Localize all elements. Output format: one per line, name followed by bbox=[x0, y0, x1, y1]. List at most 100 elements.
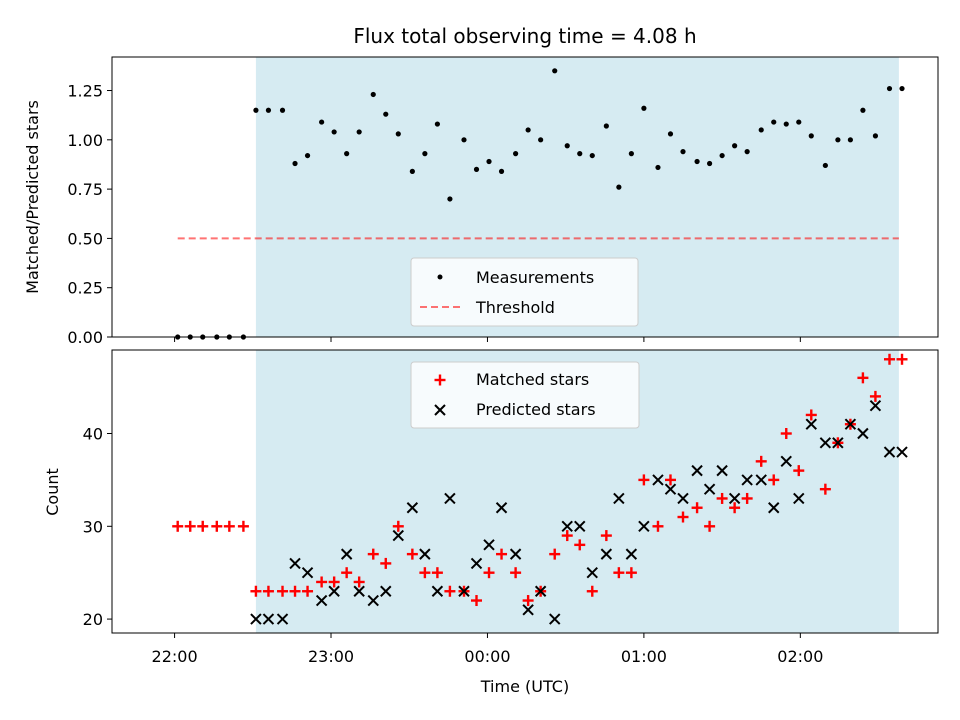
matched-star-point bbox=[250, 585, 262, 597]
predicted-star-point bbox=[896, 446, 908, 458]
measurement-point bbox=[655, 164, 661, 171]
matched-star-point bbox=[793, 465, 805, 477]
matched-star-point bbox=[353, 576, 365, 588]
matched-star-point bbox=[574, 539, 586, 551]
predicted-star-point bbox=[367, 594, 379, 607]
matched-star-point bbox=[600, 530, 612, 542]
measurement-point bbox=[680, 149, 686, 155]
measurement-point bbox=[628, 151, 634, 157]
matched-star-point bbox=[869, 390, 881, 402]
matched-star-point bbox=[289, 585, 301, 597]
matched-star-point bbox=[392, 520, 404, 532]
measurement-point bbox=[486, 158, 492, 165]
measurement-point bbox=[783, 121, 789, 127]
measurement-point bbox=[265, 107, 272, 113]
matched-star-point bbox=[419, 567, 431, 579]
bottom-plot-frame bbox=[111, 349, 939, 634]
measurement-point bbox=[434, 121, 440, 127]
predicted-star-point bbox=[703, 483, 716, 495]
predicted-star-point bbox=[353, 585, 365, 597]
predicted-star-point bbox=[340, 548, 353, 560]
measurement-point bbox=[589, 152, 595, 159]
measurement-point bbox=[498, 168, 505, 174]
matched-star-point bbox=[755, 455, 767, 467]
top-plot-frame bbox=[111, 56, 939, 338]
matched-star-point bbox=[805, 409, 817, 421]
measurement-point bbox=[331, 129, 337, 135]
matched-star-point bbox=[896, 353, 908, 365]
measurement-point bbox=[304, 152, 311, 159]
measurement-point bbox=[616, 184, 622, 190]
top-y-axis-label: Matched/Predicted stars bbox=[23, 100, 42, 294]
x-tick-label: 22:00 bbox=[152, 647, 198, 666]
bottom-y-tick-label: 20 bbox=[83, 610, 103, 629]
predicted-star-point bbox=[444, 492, 456, 505]
predicted-star-point bbox=[857, 427, 869, 440]
predicted-star-point bbox=[883, 446, 896, 458]
predicted-star-point bbox=[741, 474, 753, 486]
x-tick-label: 23:00 bbox=[308, 647, 354, 666]
matched-star-point bbox=[780, 428, 792, 440]
matched-star-point bbox=[510, 567, 522, 579]
matched-legend-label: Matched stars bbox=[476, 370, 589, 389]
bottom-y-tick-label: 40 bbox=[83, 425, 103, 444]
predicted-star-point bbox=[586, 566, 598, 579]
measurement-point bbox=[525, 127, 531, 133]
predicted-star-point bbox=[380, 585, 392, 597]
predicted-star-point bbox=[638, 520, 650, 533]
predicted-star-point bbox=[844, 418, 857, 430]
bottom-x-axis-ticks: 22:00 23:00 00:00 01:00 02:00 bbox=[152, 633, 823, 666]
measurement-point bbox=[899, 85, 905, 92]
top-y-tick-label: 1.00 bbox=[67, 131, 103, 150]
matched-star-point bbox=[625, 567, 637, 579]
top-y-tick-label: 0.25 bbox=[67, 279, 103, 298]
matched-star-point bbox=[223, 520, 235, 532]
measurement-point bbox=[292, 160, 298, 167]
predicted-star-point bbox=[276, 613, 289, 625]
matched-star-point bbox=[561, 530, 573, 542]
top-y-tick-label: 1.25 bbox=[67, 82, 103, 101]
matched-star-point bbox=[586, 585, 598, 597]
matched-star-point bbox=[471, 595, 483, 607]
measurement-point bbox=[577, 151, 583, 157]
matched-star-point bbox=[677, 511, 689, 523]
top-legend: Measurements Threshold bbox=[410, 257, 639, 327]
bottom-y-axis-ticks: 20 30 40 bbox=[83, 425, 112, 629]
matched-star-point bbox=[237, 520, 249, 532]
measurement-point bbox=[538, 137, 544, 143]
predicted-star-point bbox=[691, 464, 703, 477]
predicted-star-point bbox=[755, 474, 767, 486]
measurement-point bbox=[279, 107, 286, 113]
measurement-point bbox=[706, 160, 713, 167]
predicted-star-point bbox=[495, 502, 508, 514]
measurement-point bbox=[552, 68, 558, 74]
measurement-point bbox=[603, 123, 609, 129]
predicted-star-point bbox=[652, 474, 664, 486]
x-tick-label: 00:00 bbox=[464, 647, 510, 666]
matched-star-point bbox=[302, 585, 314, 597]
matched-star-point bbox=[367, 548, 379, 560]
top-y-axis-ticks: 0.00 0.25 0.50 0.75 1.00 1.25 bbox=[67, 82, 112, 347]
matched-star-point bbox=[857, 372, 869, 384]
matched-star-point bbox=[406, 548, 418, 560]
predicted-star-point bbox=[728, 492, 741, 505]
predicted-legend-marker bbox=[434, 404, 446, 416]
measurement-point bbox=[461, 137, 467, 143]
predicted-star-point bbox=[315, 594, 328, 607]
matched-star-point bbox=[328, 576, 340, 588]
matched-star-point bbox=[184, 520, 196, 532]
matched-star-point bbox=[638, 474, 650, 486]
matched-star-point bbox=[197, 520, 209, 532]
bottom-legend-box bbox=[410, 361, 640, 429]
measurement-point bbox=[370, 91, 376, 98]
predicted-star-point bbox=[625, 548, 638, 560]
predicted-star-point bbox=[431, 585, 444, 597]
matched-star-point bbox=[431, 567, 443, 579]
predicted-star-point bbox=[613, 492, 625, 505]
measurement-point bbox=[395, 131, 401, 137]
measurement-point bbox=[564, 143, 570, 149]
predicted-star-point bbox=[869, 399, 882, 412]
measurement-point bbox=[822, 162, 828, 169]
measurement-point bbox=[253, 107, 259, 113]
measurement-point bbox=[744, 149, 750, 155]
